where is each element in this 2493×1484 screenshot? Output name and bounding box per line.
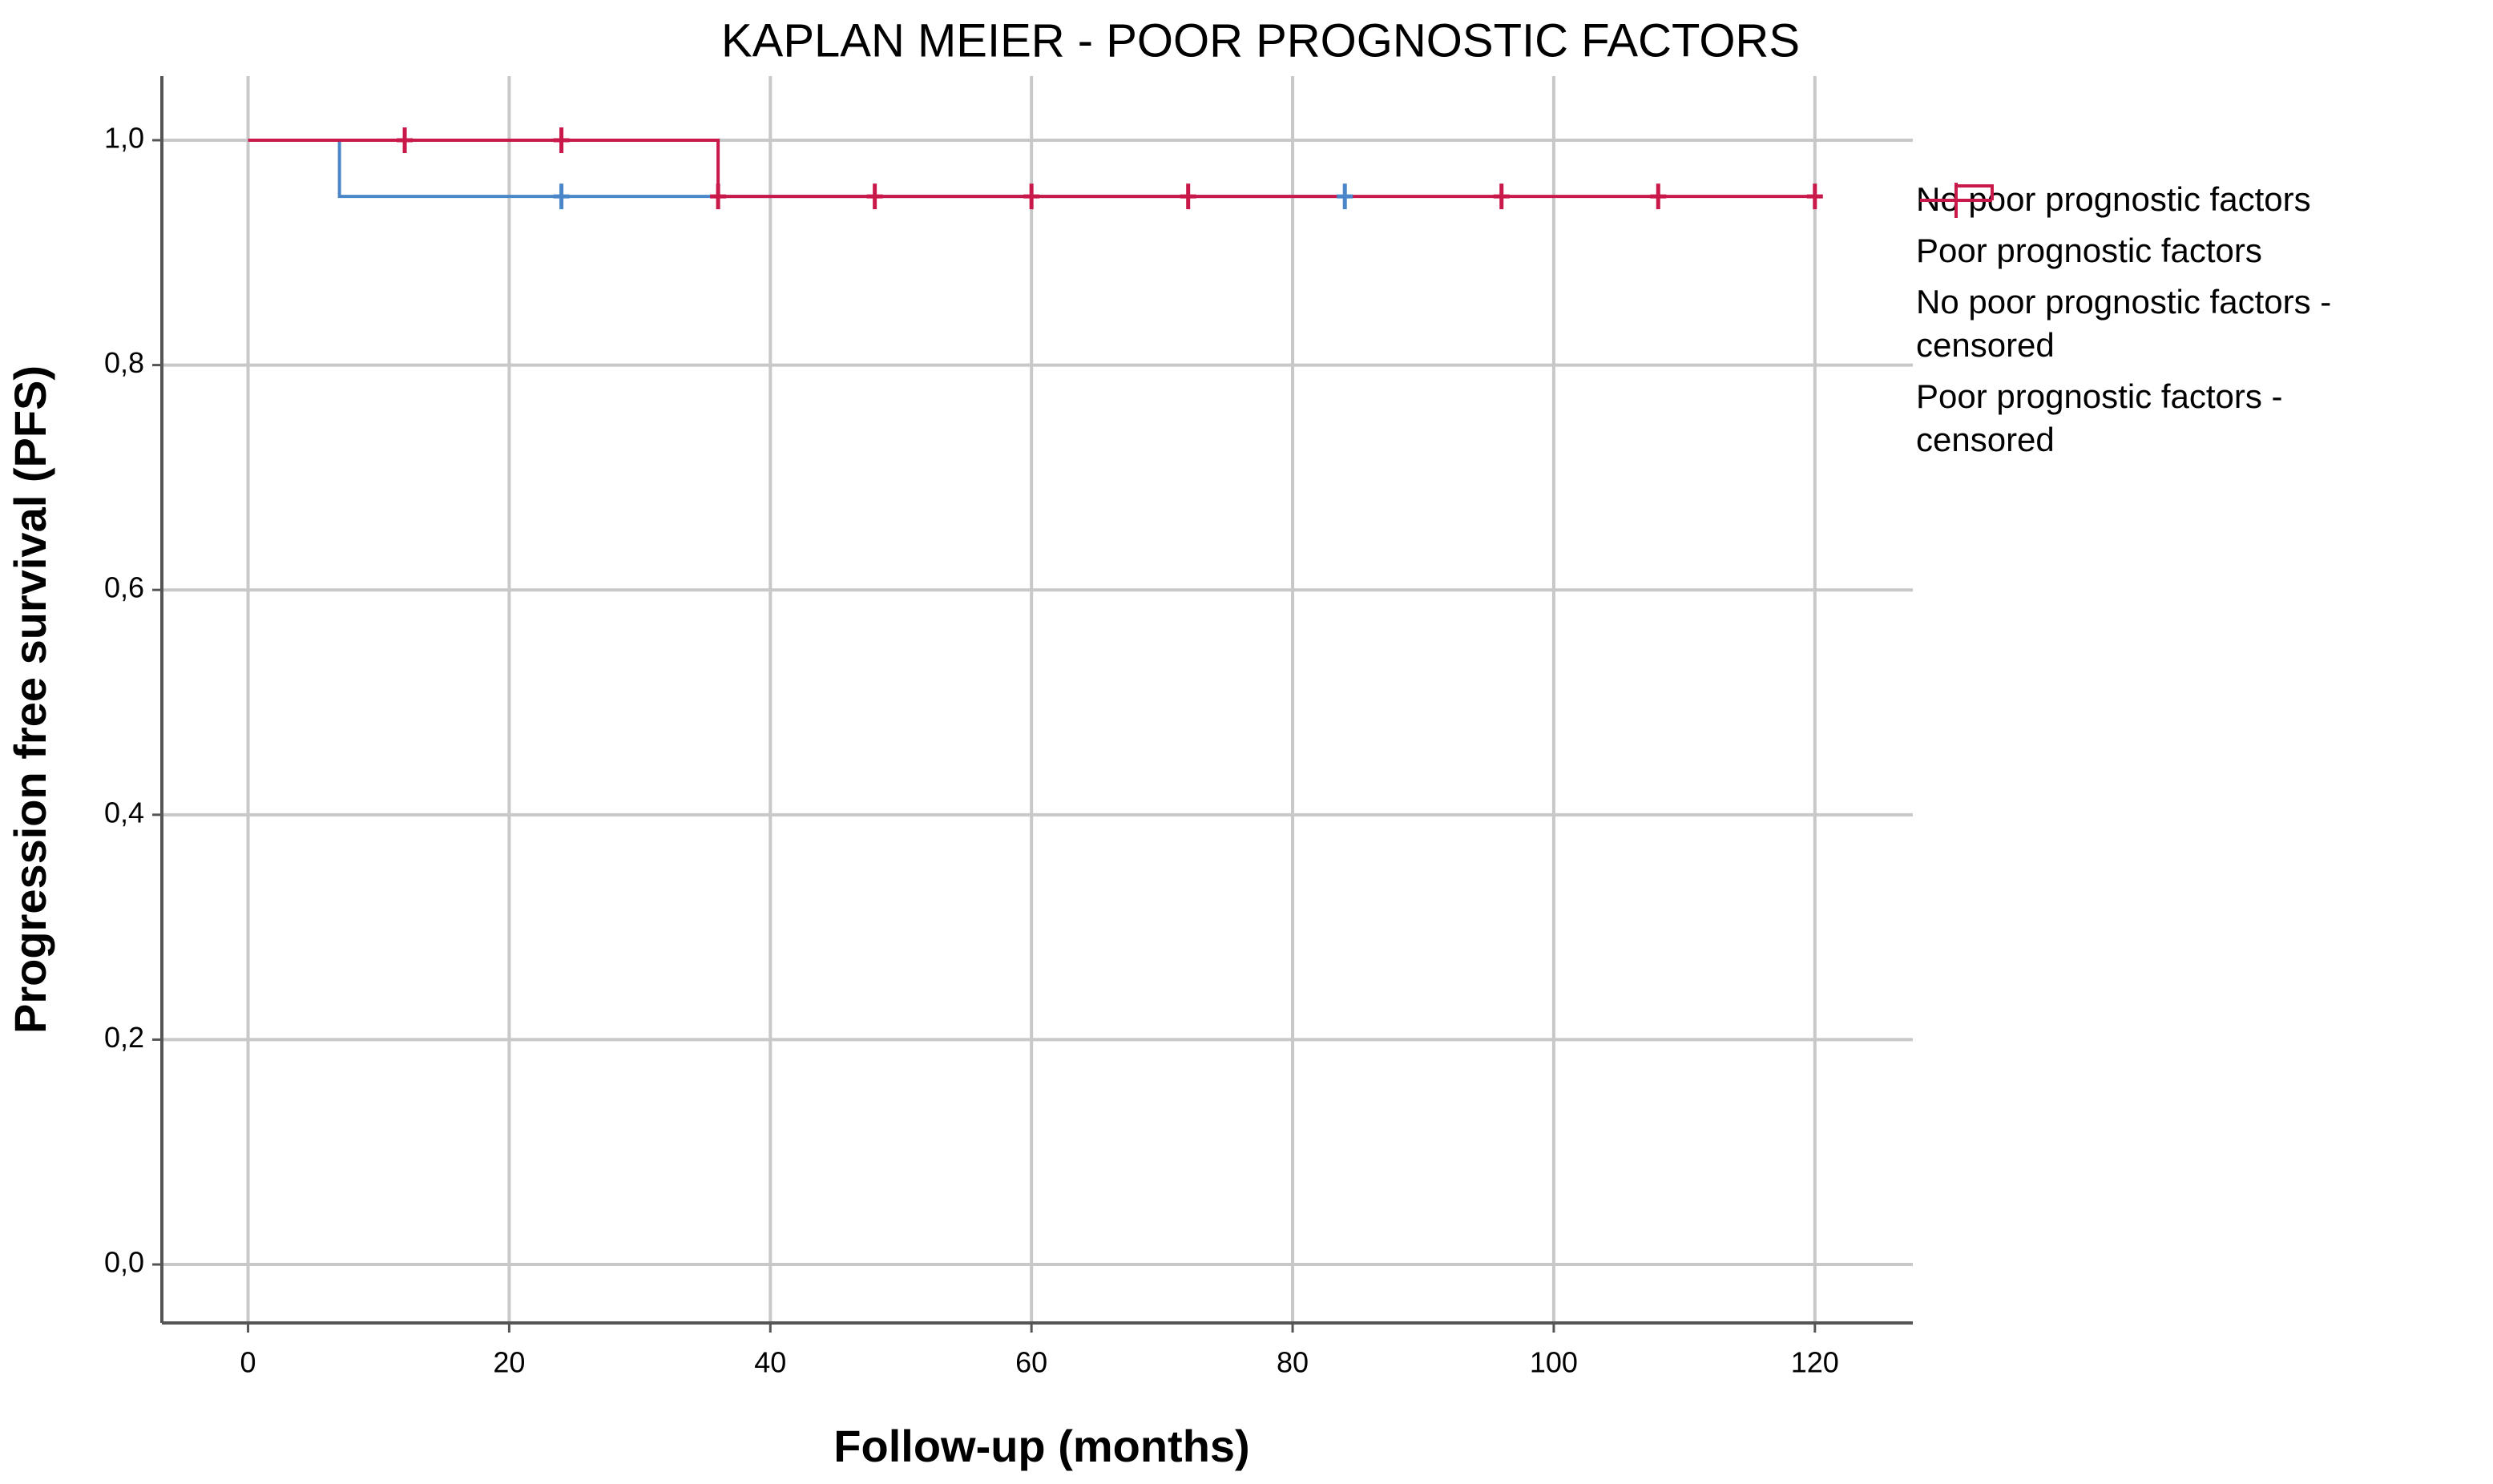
y-tick-label: 0,2	[104, 1021, 144, 1054]
y-tick-label: 0,6	[104, 571, 144, 604]
legend-label: Poor prognostic factors - censored	[1916, 377, 2283, 458]
survival-line	[248, 138, 1815, 199]
legend-symbol	[1920, 183, 1992, 218]
censor-mark	[553, 183, 570, 210]
censor-mark	[1806, 183, 1823, 210]
censor-mark	[553, 127, 570, 153]
censor-mark	[866, 183, 883, 210]
x-tick-label: 40	[754, 1346, 786, 1379]
x-tick-label: 60	[1015, 1346, 1047, 1379]
censor-mark	[397, 127, 413, 153]
legend-label: Poor prognostic factors	[1916, 232, 2262, 269]
x-tick-label: 20	[493, 1346, 525, 1379]
legend: No poor prognostic factors Poor prognosti…	[1916, 178, 2493, 470]
legend-item: No poor prognostic factors - censored	[1916, 183, 2493, 367]
legend-item: Poor prognostic factors - censored	[1916, 183, 2493, 462]
legend-item: Poor prognostic factors	[1916, 184, 2493, 272]
legend-label: No poor prognostic factors - censored	[1916, 283, 2332, 364]
censor-mark	[1337, 183, 1353, 210]
censor-mark	[710, 183, 727, 210]
censor-mark	[1023, 183, 1040, 210]
censor-mark	[1493, 183, 1510, 210]
y-tick-label: 0,8	[104, 346, 144, 379]
legend-item: No poor prognostic factors	[1916, 178, 2493, 221]
chart-title: KAPLAN MEIER - POOR PROGNOSTIC FACTORS	[721, 14, 1800, 67]
x-tick-label: 0	[240, 1346, 256, 1379]
x-axis-label: Follow-up (months)	[833, 1421, 1249, 1471]
censor-mark	[1650, 183, 1667, 210]
survival-line	[248, 138, 1345, 199]
y-axis-label: Progression free survival (PFS)	[5, 365, 55, 1034]
censor-mark	[1180, 183, 1196, 210]
y-tick-label: 0,4	[104, 796, 144, 829]
legend-cross	[1920, 183, 1992, 218]
y-tick-label: 1,0	[104, 121, 144, 154]
x-tick-label: 100	[1530, 1346, 1578, 1379]
x-tick-label: 120	[1791, 1346, 1839, 1379]
x-tick-label: 80	[1277, 1346, 1309, 1379]
y-tick-label: 0,0	[104, 1246, 144, 1279]
